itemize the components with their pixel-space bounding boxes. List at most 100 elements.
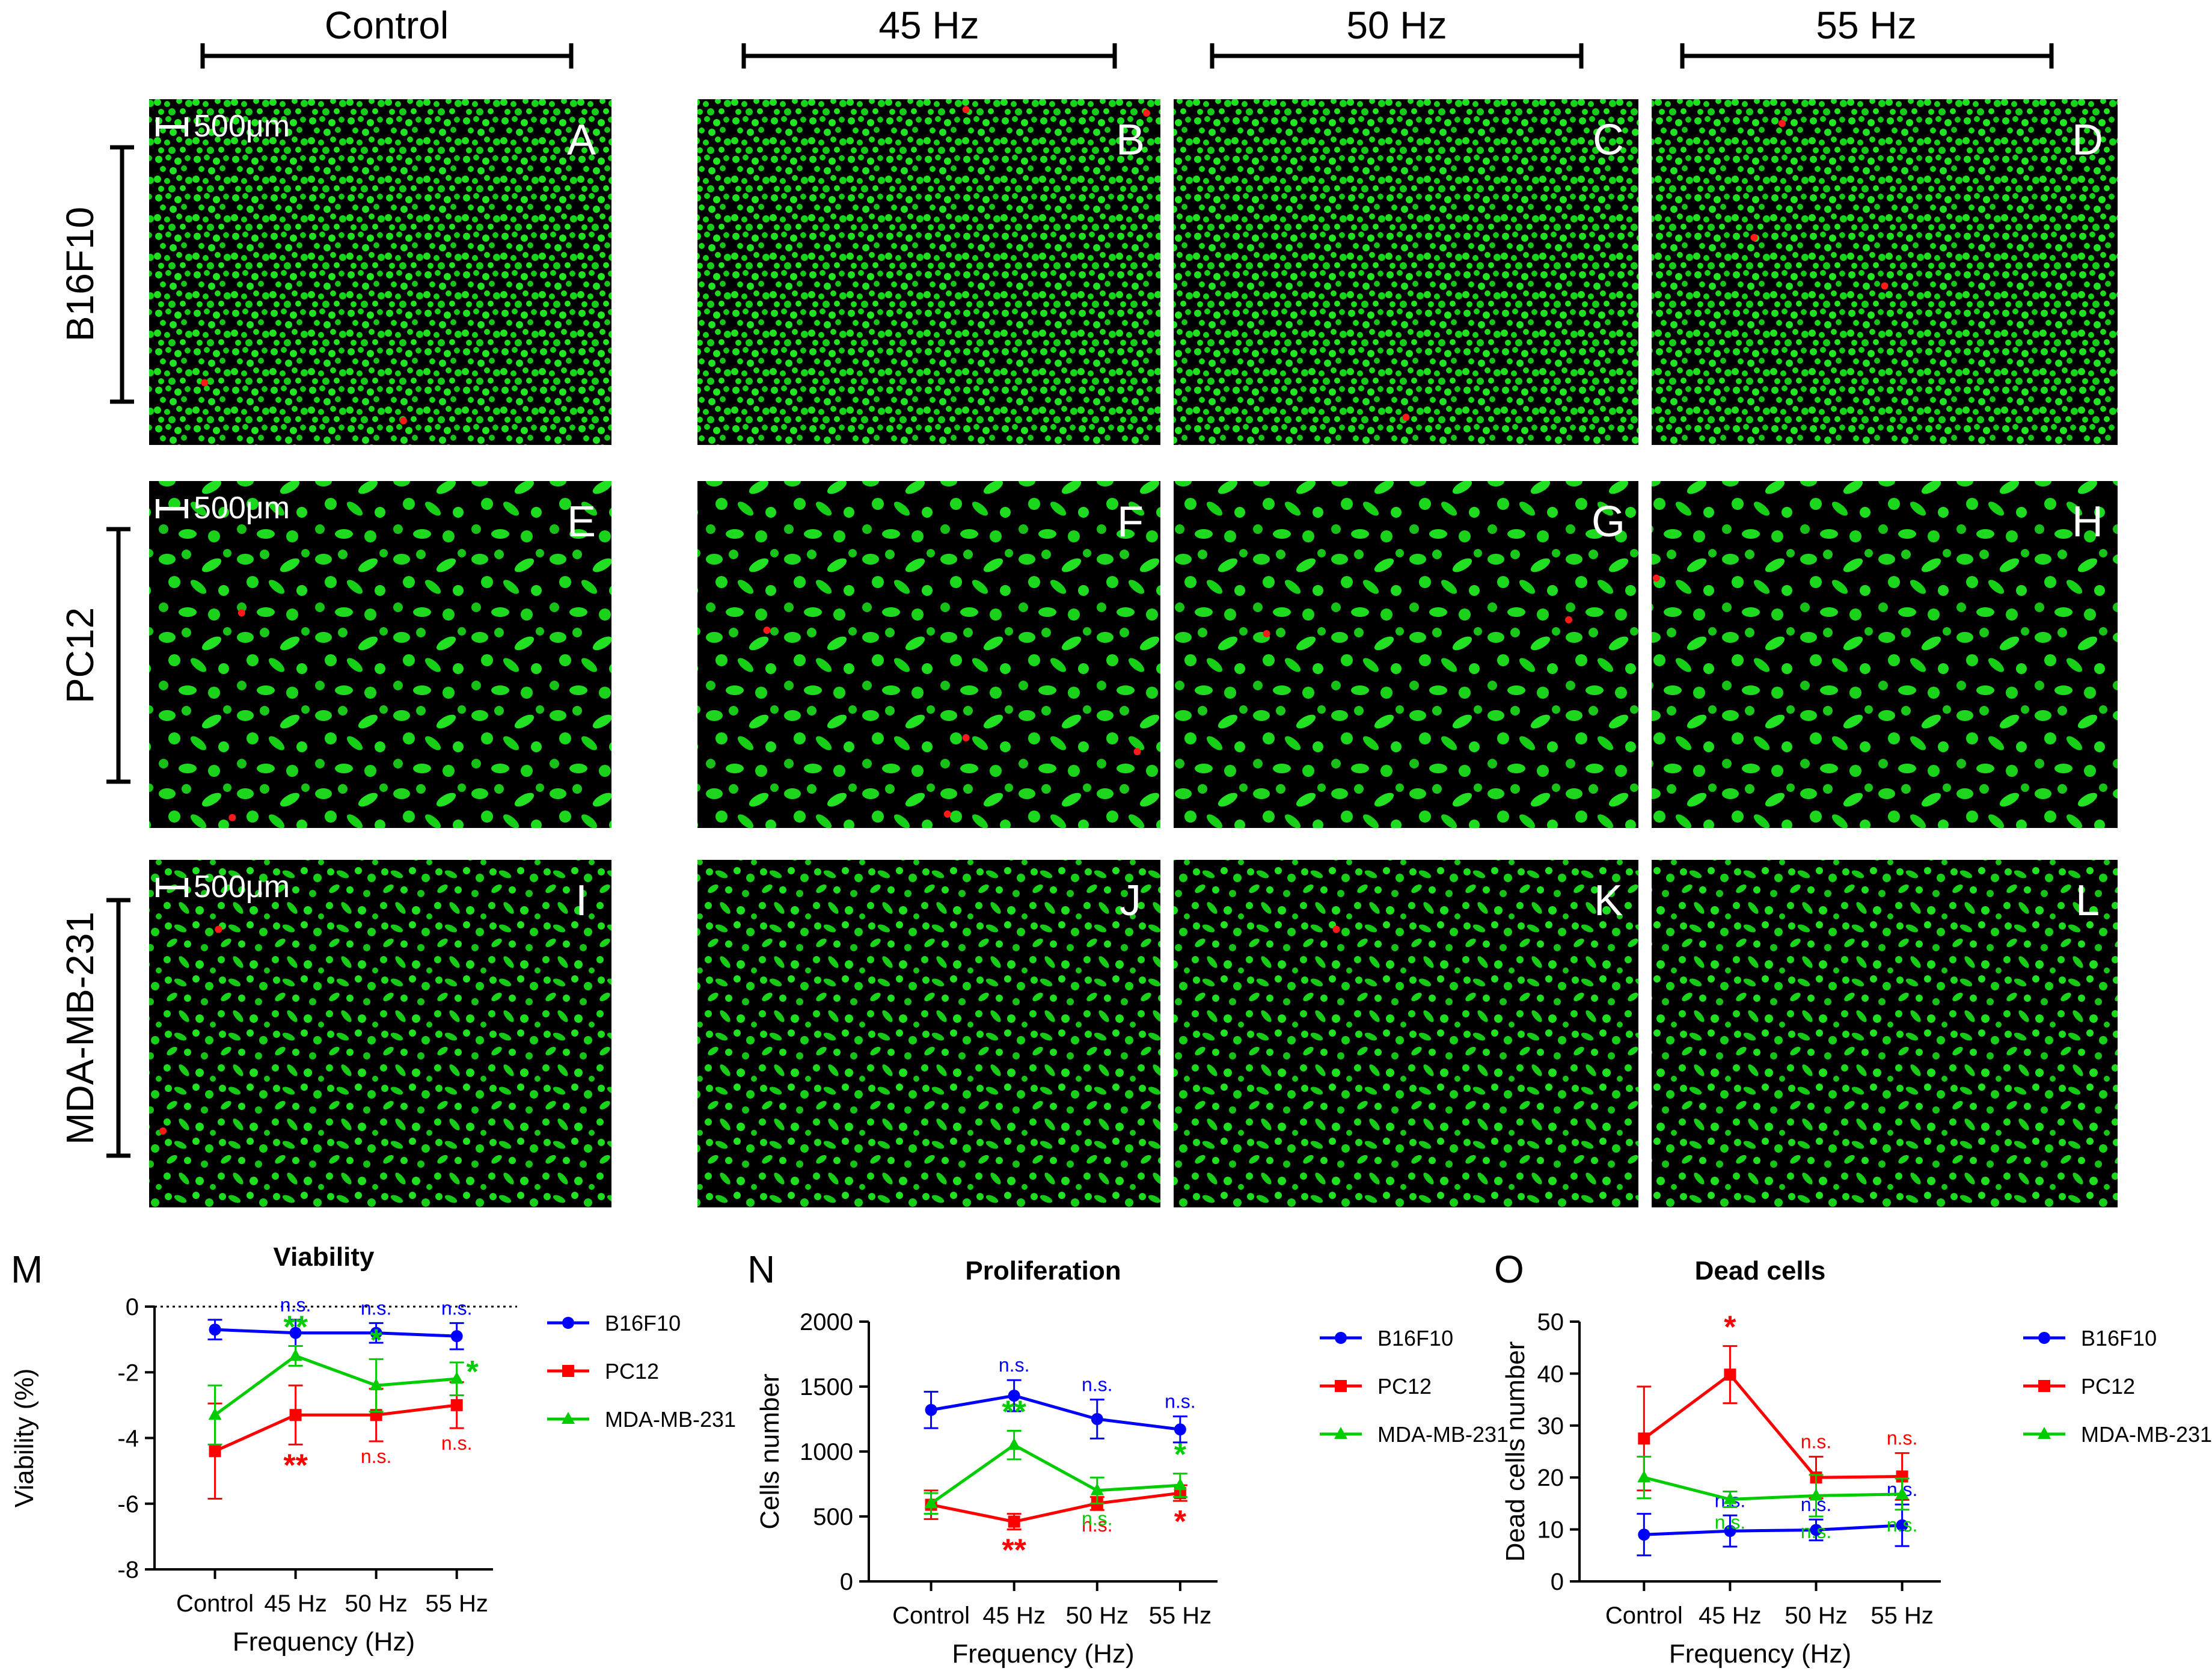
dead-cell-marker <box>1565 616 1573 624</box>
column-label: Control <box>325 4 449 47</box>
series-line <box>1643 1476 1902 1501</box>
data-point <box>450 1330 463 1343</box>
y-tick-label: 0 <box>840 1569 853 1595</box>
dead-cell-marker <box>943 810 951 818</box>
dead-cell-marker <box>1332 925 1340 933</box>
y-tick-label: 0 <box>1551 1569 1564 1595</box>
micrograph-image <box>1174 860 1638 1207</box>
series-PC12: ** n.s. * <box>924 1484 1187 1568</box>
legend: B16F10 PC12 MDA-MB-231 <box>547 1311 736 1432</box>
column-label: 45 Hz <box>878 4 979 47</box>
column-label: 50 Hz <box>1346 4 1447 47</box>
series-MDA-MB-231: n.s. n.s. n.s. <box>1637 1456 1918 1542</box>
series-B16F10: n.s. n.s. n.s. <box>207 1294 472 1350</box>
data-point <box>289 1348 302 1361</box>
significance-annotation: ** <box>283 1448 308 1483</box>
x-axis-label: Frequency (Hz) <box>952 1639 1134 1669</box>
data-point <box>1335 1332 1347 1344</box>
micrograph-panel: F <box>697 481 1160 828</box>
chart-panel-O: O Dead cells 0 10 20 30 40 50 Control 45 Hz 50 Hz 5… <box>1494 1248 2212 1669</box>
legend-item: PC12 <box>2023 1374 2135 1399</box>
significance-annotation: * <box>467 1355 479 1390</box>
significance-annotation: n.s. <box>1082 1507 1113 1529</box>
dead-cell-marker <box>1142 109 1150 117</box>
panel-letter: M <box>11 1248 43 1291</box>
dead-cell-marker <box>962 734 970 741</box>
micrograph-image <box>697 99 1160 445</box>
significance-annotation: * <box>1724 1310 1736 1345</box>
panel-letter: G <box>1592 498 1625 546</box>
y-tick-label: -8 <box>117 1557 139 1583</box>
legend-label: B16F10 <box>1377 1326 1453 1350</box>
column-header-50hz: 50 Hz <box>1210 4 1584 69</box>
significance-annotation: ** <box>1002 1533 1026 1568</box>
significance-annotation: n.s. <box>1887 1514 1918 1536</box>
series-PC12: ** n.s. n.s. <box>207 1381 473 1500</box>
scale-bar-label: 500μm <box>194 109 290 144</box>
dead-cell-marker <box>1778 120 1786 127</box>
data-point <box>450 1372 464 1384</box>
dead-cell-marker <box>1881 282 1889 290</box>
micrograph-panel: I 500μm <box>149 860 611 1207</box>
x-tick-label: 45 Hz <box>1699 1602 1762 1629</box>
micrograph-image <box>1174 99 1638 445</box>
data-point <box>1638 1432 1650 1445</box>
significance-annotation: n.s. <box>1887 1427 1918 1449</box>
data-point <box>2038 1332 2050 1344</box>
dead-cell-marker <box>1402 414 1410 421</box>
x-tick-label: Control <box>892 1602 970 1629</box>
micrograph-image <box>149 860 611 1207</box>
series-line <box>1644 1524 1902 1536</box>
micrograph-panel: A 500μm <box>149 99 611 445</box>
panel-letter: B <box>1116 116 1145 164</box>
micrograph-panel: E 500μm <box>149 481 611 828</box>
legend: B16F10 PC12 MDA-MB-231 <box>2023 1326 2212 1447</box>
dead-cell-marker <box>237 609 245 617</box>
panel-letter: J <box>1120 877 1141 925</box>
significance-annotation: n.s. <box>1082 1514 1113 1536</box>
row-header-pc12: PC12 <box>58 527 130 784</box>
column-headers: Control 45 Hz 50 Hz 55 Hz <box>200 4 2054 69</box>
significance-annotation: * <box>370 1323 383 1358</box>
micrograph-image <box>149 481 611 828</box>
y-axis-label: Viability (%) <box>10 1369 39 1507</box>
chart-panel-M: M Viability 0 -2 -4 -6 -8 Control 45 Hz 50 Hz 55 H… <box>10 1242 736 1657</box>
significance-annotation: n.s. <box>441 1432 473 1454</box>
series-line <box>1643 1372 1902 1479</box>
legend-item: MDA-MB-231 <box>2023 1422 2212 1447</box>
chart-title: Viability <box>274 1242 375 1272</box>
data-point <box>1637 1470 1651 1483</box>
significance-annotation: n.s. <box>361 1297 392 1319</box>
scale-bar-label: 500μm <box>194 869 290 904</box>
charts: M Viability 0 -2 -4 -6 -8 Control 45 Hz 50 Hz 55 H… <box>10 1242 2212 1669</box>
data-point <box>2038 1380 2050 1392</box>
x-tick-label: 45 Hz <box>982 1602 1046 1629</box>
data-point <box>289 1326 302 1339</box>
significance-annotation: * <box>1174 1438 1187 1473</box>
micrograph-panel: G <box>1174 481 1638 828</box>
y-tick-label: 2000 <box>800 1309 853 1335</box>
column-label: 55 Hz <box>1816 4 1916 47</box>
x-tick-label: 55 Hz <box>1870 1602 1934 1629</box>
significance-annotation: n.s. <box>999 1354 1030 1376</box>
data-point <box>1896 1470 1908 1483</box>
row-header-mda: MDA-MB-231 <box>58 898 130 1158</box>
micrograph-panel: H <box>1652 481 2118 828</box>
panel-letter: D <box>2072 116 2103 164</box>
data-point <box>1173 1478 1187 1491</box>
y-tick-label: -2 <box>117 1360 139 1386</box>
micrograph-image <box>1652 99 2118 445</box>
micrograph-image <box>697 860 1160 1207</box>
data-point <box>1090 1483 1104 1495</box>
y-tick-label: 40 <box>1537 1361 1564 1387</box>
x-tick-label: 55 Hz <box>425 1590 488 1617</box>
legend: B16F10 PC12 MDA-MB-231 <box>1320 1326 1509 1447</box>
y-tick-label: 50 <box>1537 1309 1564 1335</box>
data-point <box>1724 1369 1736 1381</box>
panel-letter: I <box>575 877 587 925</box>
legend-label: MDA-MB-231 <box>1377 1422 1509 1447</box>
panel-letter: N <box>747 1248 775 1291</box>
y-tick-label: 10 <box>1537 1517 1564 1544</box>
dead-cell-marker <box>201 379 209 387</box>
panel-letter: L <box>2076 877 2100 925</box>
